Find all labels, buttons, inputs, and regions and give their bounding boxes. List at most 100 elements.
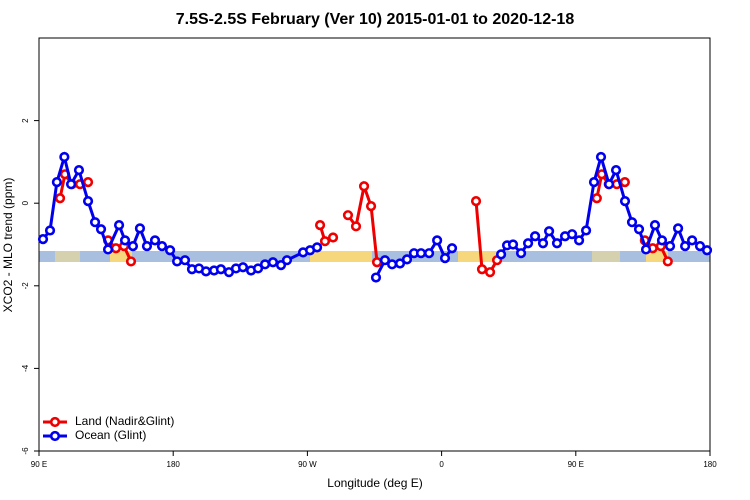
x-tick-label: 180 bbox=[167, 460, 181, 469]
data-point bbox=[495, 249, 507, 260]
data-point bbox=[522, 238, 534, 249]
data-point bbox=[619, 196, 631, 207]
data-point bbox=[626, 217, 638, 228]
data-point bbox=[591, 193, 602, 204]
data-point bbox=[37, 234, 49, 245]
data-point bbox=[350, 221, 362, 232]
y-tick-label: -2 bbox=[21, 282, 30, 290]
data-point bbox=[484, 267, 496, 278]
data-point bbox=[679, 241, 691, 252]
data-point bbox=[281, 255, 293, 266]
data-point bbox=[439, 253, 451, 264]
data-point bbox=[379, 255, 391, 266]
data-point bbox=[51, 177, 62, 188]
surface-band bbox=[39, 251, 710, 262]
data-point bbox=[415, 248, 427, 259]
data-point bbox=[544, 226, 555, 237]
data-point bbox=[358, 181, 370, 192]
plot-frame bbox=[38, 37, 711, 452]
data-point bbox=[171, 256, 183, 267]
data-point bbox=[386, 259, 398, 270]
data-point bbox=[529, 231, 541, 242]
data-point bbox=[82, 196, 94, 207]
data-point bbox=[432, 235, 443, 246]
data-point bbox=[656, 235, 668, 246]
data-point bbox=[423, 248, 435, 259]
data-point bbox=[215, 264, 227, 275]
data-point bbox=[82, 177, 94, 188]
data-point bbox=[149, 235, 161, 246]
data-point bbox=[640, 244, 652, 255]
y-tick-label: -6 bbox=[21, 447, 30, 455]
land-band bbox=[110, 251, 132, 262]
data-point bbox=[371, 257, 383, 268]
land-band bbox=[55, 251, 80, 262]
data-point bbox=[476, 264, 488, 275]
data-point bbox=[267, 257, 279, 268]
land-band bbox=[310, 251, 372, 262]
data-point bbox=[649, 219, 661, 231]
data-point bbox=[113, 219, 125, 231]
data-point bbox=[134, 223, 146, 234]
data-point bbox=[95, 224, 107, 235]
data-point bbox=[342, 210, 354, 221]
legend-label: Land (Nadir&Glint) bbox=[75, 414, 174, 428]
data-point bbox=[259, 259, 271, 270]
land-band bbox=[646, 251, 668, 262]
data-point bbox=[370, 272, 382, 283]
data-point bbox=[54, 193, 66, 204]
data-point bbox=[44, 225, 56, 236]
legend-marker bbox=[49, 416, 61, 428]
land-band bbox=[592, 251, 620, 262]
legend-marker bbox=[49, 430, 61, 442]
x-tick-label: 90 E bbox=[568, 460, 584, 469]
data-point bbox=[633, 224, 645, 235]
data-point bbox=[446, 243, 458, 254]
x-tick-label: 90 E bbox=[31, 460, 47, 469]
data-point bbox=[110, 243, 122, 254]
data-point bbox=[127, 241, 139, 252]
data-point bbox=[141, 241, 153, 252]
data-point bbox=[73, 165, 85, 176]
x-tick-label: 90 W bbox=[298, 460, 317, 469]
data-point bbox=[164, 245, 176, 256]
data-point bbox=[319, 236, 331, 247]
x-tick-label: 180 bbox=[703, 460, 717, 469]
data-point bbox=[573, 235, 585, 246]
data-point bbox=[179, 255, 191, 266]
data-point bbox=[65, 179, 77, 190]
data-point bbox=[595, 151, 607, 163]
data-point bbox=[619, 177, 630, 188]
data-point bbox=[610, 165, 622, 176]
data-point bbox=[551, 238, 563, 249]
data-point bbox=[470, 196, 482, 207]
data-point bbox=[200, 266, 212, 277]
data-point bbox=[566, 229, 578, 240]
x-axis-label: Longitude (deg E) bbox=[327, 476, 422, 490]
legend-label: Ocean (Glint) bbox=[75, 428, 146, 442]
data-point bbox=[156, 241, 168, 252]
data-point bbox=[365, 200, 377, 212]
y-tick-label: 2 bbox=[21, 118, 30, 123]
data-point bbox=[662, 256, 673, 267]
ocean-band bbox=[39, 251, 710, 262]
data-point bbox=[672, 223, 684, 234]
data-point bbox=[125, 256, 137, 267]
data-point bbox=[603, 179, 615, 190]
data-point bbox=[394, 258, 406, 269]
land-band bbox=[458, 251, 500, 262]
data-point bbox=[314, 219, 326, 231]
x-tick-label: 0 bbox=[439, 460, 444, 469]
chart-title: 7.5S-2.5S February (Ver 10) 2015-01-01 t… bbox=[176, 11, 575, 28]
data-point bbox=[327, 232, 339, 243]
y-axis-label: XCO2 - MLO trend (ppm) bbox=[1, 178, 15, 313]
y-tick-label: -4 bbox=[21, 364, 30, 372]
data-point bbox=[237, 262, 249, 273]
data-point bbox=[515, 248, 527, 259]
data-point bbox=[694, 241, 706, 252]
data-point bbox=[580, 225, 592, 236]
data-point bbox=[701, 245, 713, 256]
data-point bbox=[401, 254, 413, 265]
data-point bbox=[664, 241, 676, 252]
